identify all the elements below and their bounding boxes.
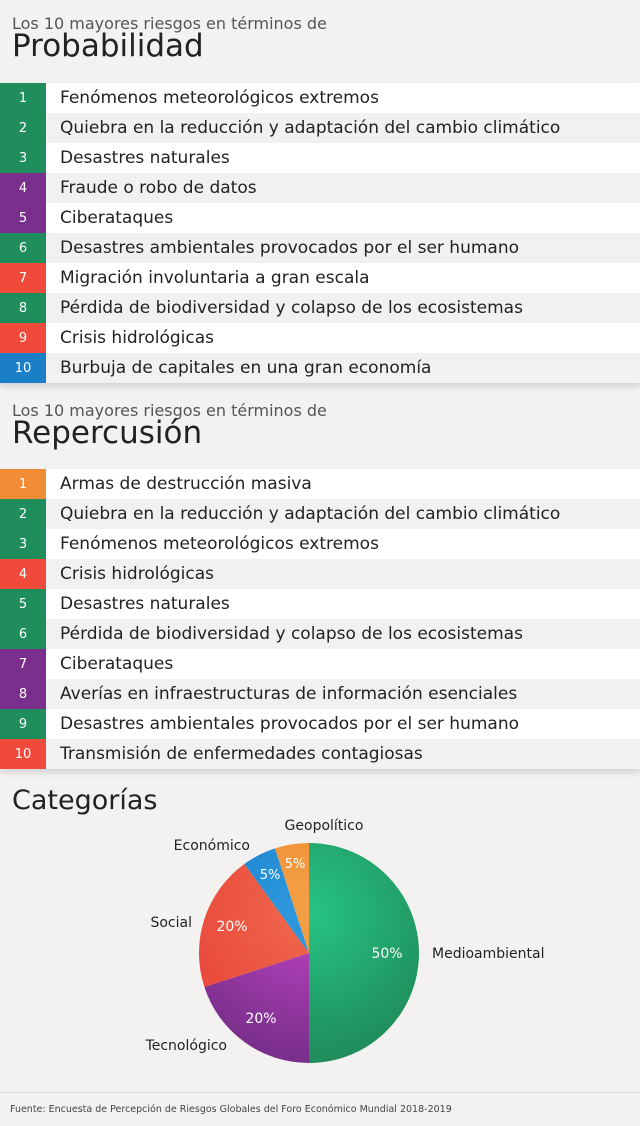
risk-rank-badge: 10 [0, 739, 46, 769]
risk-rank-badge: 8 [0, 679, 46, 709]
risk-row: 2 Quiebra en la reducción y adaptación de… [0, 499, 640, 529]
risk-label: Fenómenos meteorológicos extremos [60, 88, 379, 108]
pie-slice-social [198, 864, 309, 987]
risk-label: Crisis hidrológicas [60, 564, 214, 584]
footer-divider [0, 1092, 640, 1093]
risk-row: 1 Fenómenos meteorológicos extremos [0, 83, 640, 113]
risk-row: 8 Averías en infraestructuras de informac… [0, 679, 640, 709]
risk-rank-badge: 3 [0, 143, 46, 173]
categorias-pie-chart: 50% Medioambiental 20% Tecnológico 20% Social… [145, 818, 544, 1063]
pie-slice-tecnológico [204, 953, 309, 1063]
pie-category-label: Medioambiental [432, 946, 544, 962]
pie-slice-geopolítico [275, 843, 309, 953]
risk-rank-badge: 9 [0, 709, 46, 739]
risk-label: Pérdida de biodiversidad y colapso de lo… [60, 624, 523, 644]
pie-percent-label: 20% [216, 919, 247, 935]
pie-slice-económico [244, 848, 309, 953]
risk-label: Desastres ambientales provocados por el … [60, 714, 519, 734]
probabilidad-subtitle: Los 10 mayores riesgos en términos de [12, 14, 327, 33]
risk-label: Migración involuntaria a gran escala [60, 268, 370, 288]
risk-row: 5 Desastres naturales [0, 589, 640, 619]
risk-rank-badge: 8 [0, 293, 46, 323]
risk-row: 7 Ciberataques [0, 649, 640, 679]
risk-rank-badge: 6 [0, 233, 46, 263]
risk-row: 6 Desastres ambientales provocados por el… [0, 233, 640, 263]
risk-rank-badge: 5 [0, 203, 46, 233]
risk-row: 3 Fenómenos meteorológicos extremos [0, 529, 640, 559]
risk-row: 4 Fraude o robo de datos [0, 173, 640, 203]
risk-row: 3 Desastres naturales [0, 143, 640, 173]
risk-label: Transmisión de enfermedades contagiosas [60, 744, 423, 764]
risk-label: Burbuja de capitales en una gran economí… [60, 358, 432, 378]
risk-label: Desastres naturales [60, 148, 230, 168]
risk-rank-badge: 10 [0, 353, 46, 383]
risk-row: 7 Migración involuntaria a gran escala [0, 263, 640, 293]
risk-row: 9 Desastres ambientales provocados por el… [0, 709, 640, 739]
risk-row: 10 Burbuja de capitales en una gran econo… [0, 353, 640, 383]
pie-percent-label: 5% [260, 868, 281, 883]
probabilidad-title: Probabilidad [12, 28, 204, 64]
risk-row: 1 Armas de destrucción masiva [0, 469, 640, 499]
risk-label: Quiebra en la reducción y adaptación del… [60, 118, 561, 138]
categorias-title: Categorías [12, 785, 158, 816]
risk-label: Quiebra en la reducción y adaptación del… [60, 504, 561, 524]
risk-label: Armas de destrucción masiva [60, 474, 312, 494]
repercusion-subtitle: Los 10 mayores riesgos en términos de [12, 401, 327, 420]
risk-label: Pérdida de biodiversidad y colapso de lo… [60, 298, 523, 318]
risk-rank-badge: 7 [0, 263, 46, 293]
risk-row: 6 Pérdida de biodiversidad y colapso de l… [0, 619, 640, 649]
pie-category-label: Social [150, 915, 192, 931]
risk-rank-badge: 5 [0, 589, 46, 619]
risk-rank-badge: 4 [0, 173, 46, 203]
risk-label: Ciberataques [60, 654, 174, 674]
risk-rank-badge: 2 [0, 499, 46, 529]
risk-row: 2 Quiebra en la reducción y adaptación de… [0, 113, 640, 143]
risk-label: Ciberataques [60, 208, 174, 228]
risk-rank-badge: 1 [0, 469, 46, 499]
risk-rank-badge: 6 [0, 619, 46, 649]
risk-label: Averías en infraestructuras de informaci… [60, 684, 518, 704]
probabilidad-list: 1 Fenómenos meteorológicos extremos 2 Quieb… [0, 83, 640, 383]
pie-percent-label: 50% [371, 946, 402, 962]
risk-rank-badge: 9 [0, 323, 46, 353]
risk-row: 9 Crisis hidrológicas [0, 323, 640, 353]
risk-label: Desastres ambientales provocados por el … [60, 238, 519, 258]
pie-category-label: Tecnológico [145, 1038, 227, 1054]
risk-rank-badge: 4 [0, 559, 46, 589]
pie-percent-label: 5% [285, 857, 306, 872]
risk-label: Crisis hidrológicas [60, 328, 214, 348]
pie-percent-label: 20% [245, 1011, 276, 1027]
risk-rank-badge: 3 [0, 529, 46, 559]
pie-slice-medioambiental [309, 843, 419, 1063]
risk-label: Desastres naturales [60, 594, 230, 614]
risk-rank-badge: 2 [0, 113, 46, 143]
risk-label: Fraude o robo de datos [60, 178, 257, 198]
repercusion-title: Repercusión [12, 415, 203, 451]
risk-rank-badge: 7 [0, 649, 46, 679]
repercusion-list: 1 Armas de destrucción masiva 2 Quiebra en … [0, 469, 640, 769]
risk-rank-badge: 1 [0, 83, 46, 113]
source-note: Fuente: Encuesta de Percepción de Riesgo… [10, 1104, 452, 1115]
pie-category-label: Económico [174, 838, 250, 854]
risk-row: 5 Ciberataques [0, 203, 640, 233]
risk-label: Fenómenos meteorológicos extremos [60, 534, 379, 554]
pie-category-label: Geopolítico [285, 818, 364, 834]
risk-row: 8 Pérdida de biodiversidad y colapso de l… [0, 293, 640, 323]
risk-row: 4 Crisis hidrológicas [0, 559, 640, 589]
risk-row: 10 Transmisión de enfermedades contagiosa… [0, 739, 640, 769]
